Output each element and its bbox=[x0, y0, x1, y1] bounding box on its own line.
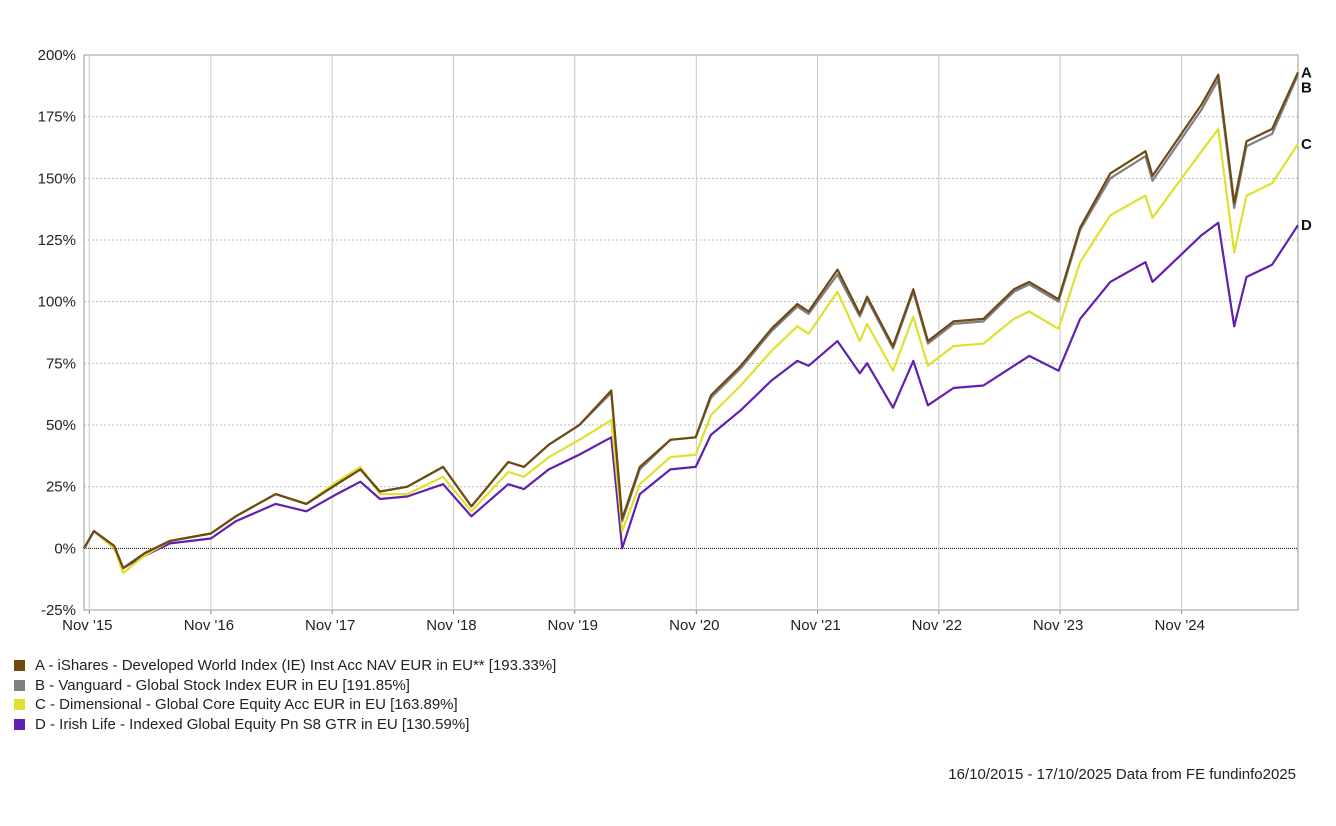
legend-swatch-c bbox=[14, 699, 25, 711]
x-tick-label: Nov '18 bbox=[426, 617, 476, 634]
legend-label-b: B - Vanguard - Global Stock Index EUR in… bbox=[35, 676, 410, 694]
x-tick-label: Nov '16 bbox=[184, 617, 234, 634]
legend-item-d: D - Irish Life - Indexed Global Equity P… bbox=[14, 715, 556, 735]
y-tick-label: -25% bbox=[41, 602, 76, 619]
y-tick-labels: 200% 175% 150% 125% 100% 75% 50% 25% 0% -25% bbox=[38, 47, 76, 619]
y-tick-label: 100% bbox=[38, 294, 76, 311]
x-tick-label: Nov '19 bbox=[548, 617, 598, 634]
x-tick-label: Nov '23 bbox=[1033, 617, 1083, 634]
legend: A - iShares - Developed World Index (IE)… bbox=[14, 656, 556, 734]
legend-item-c: C - Dimensional - Global Core Equity Acc… bbox=[14, 695, 556, 715]
y-tick-label: 50% bbox=[46, 417, 76, 434]
legend-label-d: D - Irish Life - Indexed Global Equity P… bbox=[35, 715, 470, 733]
x-tick-labels: Nov '15 Nov '16 Nov '17 Nov '18 Nov '19 Nov '… bbox=[62, 617, 1205, 634]
y-gridlines bbox=[84, 116, 1298, 549]
legend-label-c: C - Dimensional - Global Core Equity Acc… bbox=[35, 696, 458, 714]
plot-area bbox=[83, 54, 1299, 611]
legend-swatch-d bbox=[14, 718, 25, 730]
x-tick-label: Nov '24 bbox=[1155, 617, 1205, 634]
y-tick-label: 25% bbox=[46, 479, 76, 496]
x-gridlines bbox=[88, 55, 1183, 614]
legend-item-a: A - iShares - Developed World Index (IE)… bbox=[14, 656, 556, 676]
series-line-d bbox=[83, 221, 1299, 570]
y-tick-label: 175% bbox=[38, 109, 76, 126]
legend-item-b: B - Vanguard - Global Stock Index EUR in… bbox=[14, 676, 556, 696]
x-tick-label: Nov '15 bbox=[62, 617, 112, 634]
series-end-labels: AB C D bbox=[1301, 64, 1312, 234]
series-end-label-b: B bbox=[1301, 79, 1312, 96]
series-line-a bbox=[83, 71, 1300, 570]
legend-label-a: A - iShares - Developed World Index (IE)… bbox=[35, 657, 557, 675]
y-tick-label: 0% bbox=[54, 540, 76, 557]
y-tick-label: 150% bbox=[38, 170, 76, 187]
y-tick-label: 75% bbox=[46, 355, 76, 372]
data-source-footer: 16/10/2015 - 17/10/2025 Data from FE fun… bbox=[948, 766, 1296, 783]
x-tick-label: Nov '22 bbox=[912, 617, 962, 634]
x-tick-label: Nov '20 bbox=[669, 617, 719, 634]
series-end-label-a: A bbox=[1301, 64, 1312, 81]
legend-swatch-b bbox=[14, 679, 25, 691]
x-tick-label: Nov '21 bbox=[790, 617, 840, 634]
series-end-label-c: C bbox=[1301, 136, 1312, 153]
y-tick-label: 200% bbox=[38, 47, 76, 64]
series-lines bbox=[83, 71, 1300, 575]
x-tick-label: Nov '17 bbox=[305, 617, 355, 634]
y-tick-label: 125% bbox=[38, 232, 76, 249]
legend-swatch-a bbox=[14, 660, 25, 672]
series-end-label-d: D bbox=[1301, 217, 1312, 234]
